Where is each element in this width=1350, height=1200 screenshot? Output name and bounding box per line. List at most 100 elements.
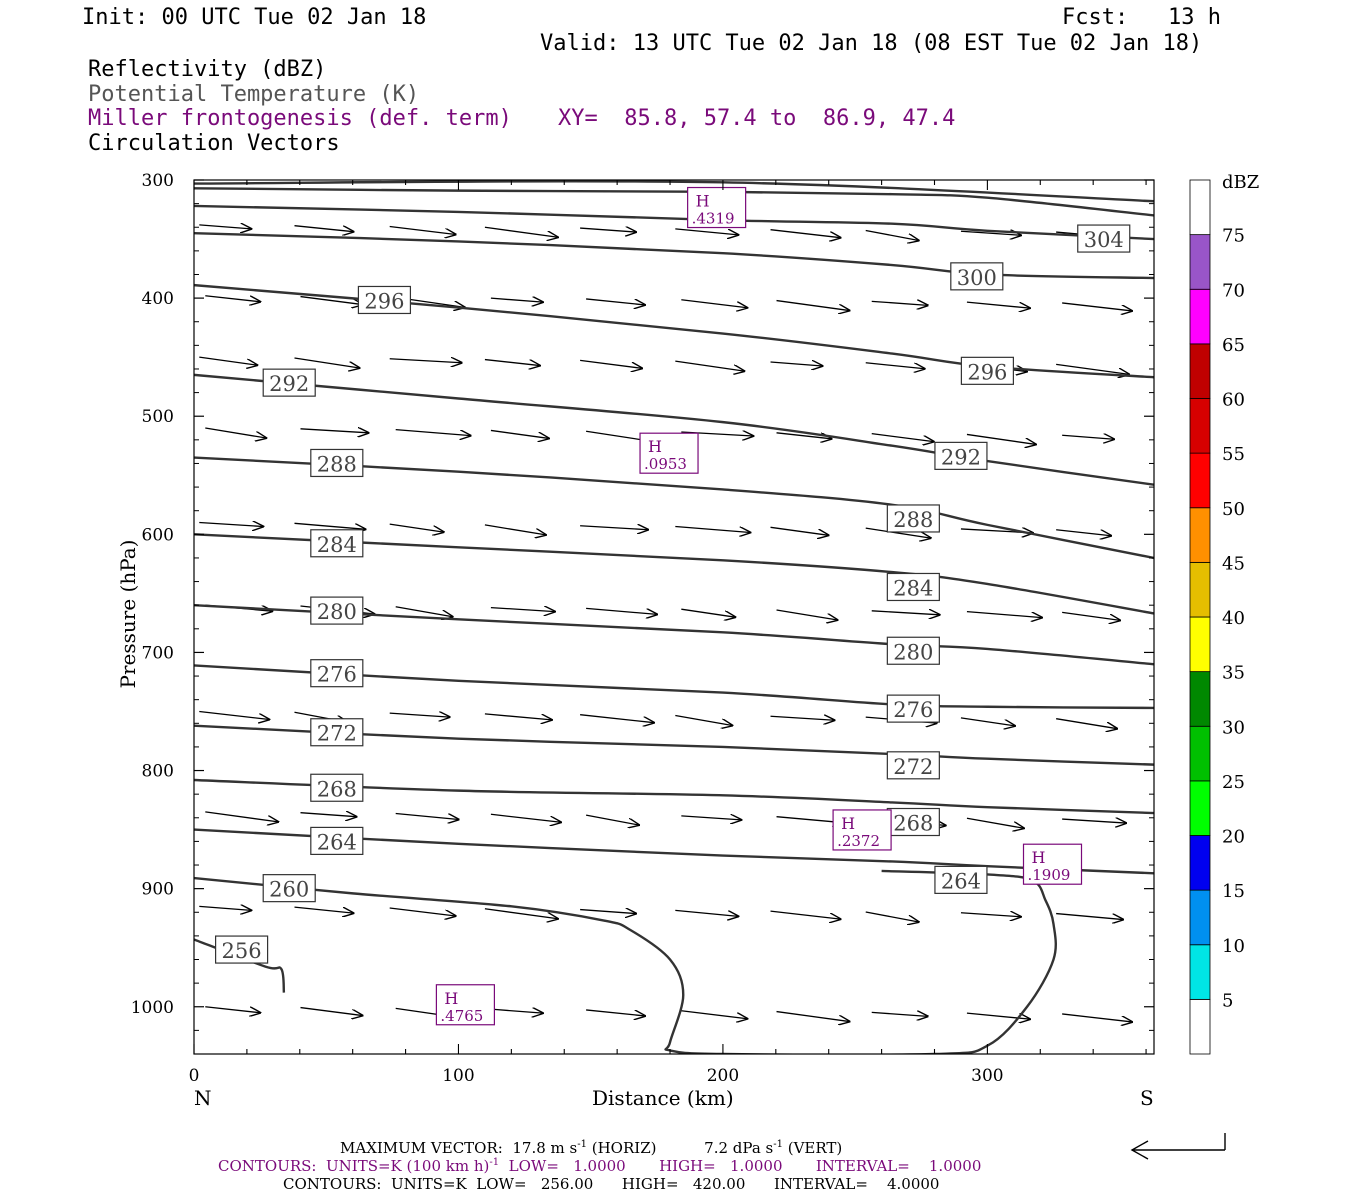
circulation-vector: [776, 432, 832, 439]
frontogenesis-max-value: .1909: [1028, 866, 1071, 884]
circulation-vector: [199, 906, 251, 910]
frontogenesis-max: H.4319: [687, 186, 747, 229]
contour-label-text: 288: [893, 508, 933, 532]
colorbar-level-label: 25: [1222, 772, 1245, 793]
circulation-vector: [770, 910, 841, 919]
circulation-vector: [294, 225, 353, 232]
contour-label-box: [310, 826, 364, 856]
contour-label: 296: [960, 356, 1014, 385]
colorbar-swatch: [1189, 507, 1211, 563]
north-label: N: [194, 1086, 212, 1110]
contour-label-text: 276: [317, 663, 357, 687]
circulation-vector: [770, 362, 823, 366]
circulation-vector: [490, 813, 561, 822]
circulation-vector: [1062, 1013, 1132, 1022]
circulation-vector: [675, 228, 738, 235]
colorbar-swatch: [1189, 398, 1211, 454]
theta-contour-272: [194, 724, 1154, 766]
contour-label-box: [886, 694, 940, 723]
circulation-vector: [389, 907, 456, 916]
circulation-vector: [389, 359, 462, 363]
contour-label-box: [886, 572, 940, 602]
contour-label: 292: [934, 441, 988, 470]
colorbar-swatch: [1189, 288, 1211, 345]
colorbar-swatch: [1189, 998, 1211, 1055]
colorbar-level-label: 60: [1222, 390, 1245, 411]
colorbar-legend: 5 10 15 20 25 30 35 40 45 50 55 60 65 70 75 dBZ: [1189, 172, 1259, 1055]
circulation-vector: [490, 1009, 543, 1013]
circulation-vector: [966, 301, 1030, 308]
circulation-vector: [865, 362, 925, 369]
circulation-vector: [865, 527, 931, 538]
circulation-vector: [770, 716, 835, 720]
x-tick-label: 300: [971, 1066, 1003, 1086]
circulation-vector: [675, 714, 732, 725]
frontogenesis-max-value: .0953: [644, 455, 687, 473]
y-tick-label: 700: [142, 643, 174, 663]
colorbar-level-label: 50: [1222, 499, 1245, 520]
circulation-vector: [871, 611, 940, 615]
frontogenesis-max-box: [832, 809, 892, 851]
circulation-vector: [490, 298, 543, 302]
colorbar-level-label: 35: [1222, 663, 1245, 684]
y-tick-label: 800: [142, 762, 174, 782]
contour-label-box: [310, 718, 364, 747]
colorbar-level-label: 45: [1222, 553, 1245, 574]
colorbar-level-label: 40: [1222, 608, 1245, 629]
frontogenesis-max-label: H: [696, 192, 710, 211]
contour-label: 288: [310, 448, 364, 478]
contour-label: 264: [934, 865, 988, 894]
contour-label-box: [960, 356, 1014, 385]
field-circulation: Circulation Vectors: [88, 131, 340, 156]
theta-contour-280: [194, 603, 1154, 666]
contour-label-box: [950, 262, 1004, 291]
contour-label-box: [310, 773, 364, 802]
colorbar-title: dBZ: [1222, 172, 1259, 193]
circulation-vector: [294, 906, 353, 913]
circulation-vector: [300, 429, 368, 433]
circulation-vector: [586, 298, 645, 305]
circulation-vector: [490, 608, 555, 612]
frontogenesis-max-value: .2372: [837, 832, 880, 850]
circulation-vector: [681, 608, 735, 617]
contour-label-box: [310, 659, 364, 688]
circulation-vector: [966, 610, 1042, 618]
contour-label-text: 264: [317, 830, 357, 854]
circulation-vector: [871, 432, 934, 442]
contour-label-text: 292: [941, 445, 981, 469]
field-reflectivity: Reflectivity (dBZ): [88, 57, 327, 82]
contour-label: 272: [310, 718, 364, 747]
contour-label-text: 272: [317, 722, 357, 746]
colorbar-swatch: [1189, 835, 1211, 891]
contour-label-box: [262, 874, 316, 903]
y-tick-label: 300: [142, 171, 174, 191]
contour-label-text: 272: [893, 755, 933, 779]
circulation-vector: [770, 526, 829, 535]
frontogenesis-max-label: H: [444, 989, 458, 1008]
circulation-vector: [300, 813, 356, 817]
circulation-vector: [776, 1010, 850, 1022]
circulation-vector: [865, 911, 919, 922]
contour-label: 256: [215, 935, 269, 964]
contour-label-box: [886, 504, 940, 533]
colorbar-level-label: 10: [1222, 936, 1245, 957]
contour-label-box: [262, 368, 316, 397]
circulation-vector: [294, 357, 359, 368]
circulation-vectors: [199, 225, 1132, 1022]
frontogenesis-max-box: [1022, 843, 1083, 885]
x-tick-label: 0: [189, 1066, 200, 1086]
reference-vector-icon: [1130, 1133, 1226, 1160]
circulation-vector: [205, 811, 278, 822]
circulation-vector: [484, 358, 540, 366]
contour-label: 300: [950, 262, 1004, 291]
contour-label: 296: [357, 285, 412, 315]
colorbar-level-label: 65: [1222, 335, 1245, 356]
colorbar-swatch: [1189, 343, 1211, 399]
circulation-vector: [580, 228, 636, 232]
contour-label-text: 304: [1084, 228, 1124, 252]
circulation-vector: [199, 356, 257, 365]
frontogenesis-max-value: .4319: [692, 210, 735, 228]
contour-label: 268: [310, 773, 364, 802]
circulation-vector: [199, 523, 263, 527]
